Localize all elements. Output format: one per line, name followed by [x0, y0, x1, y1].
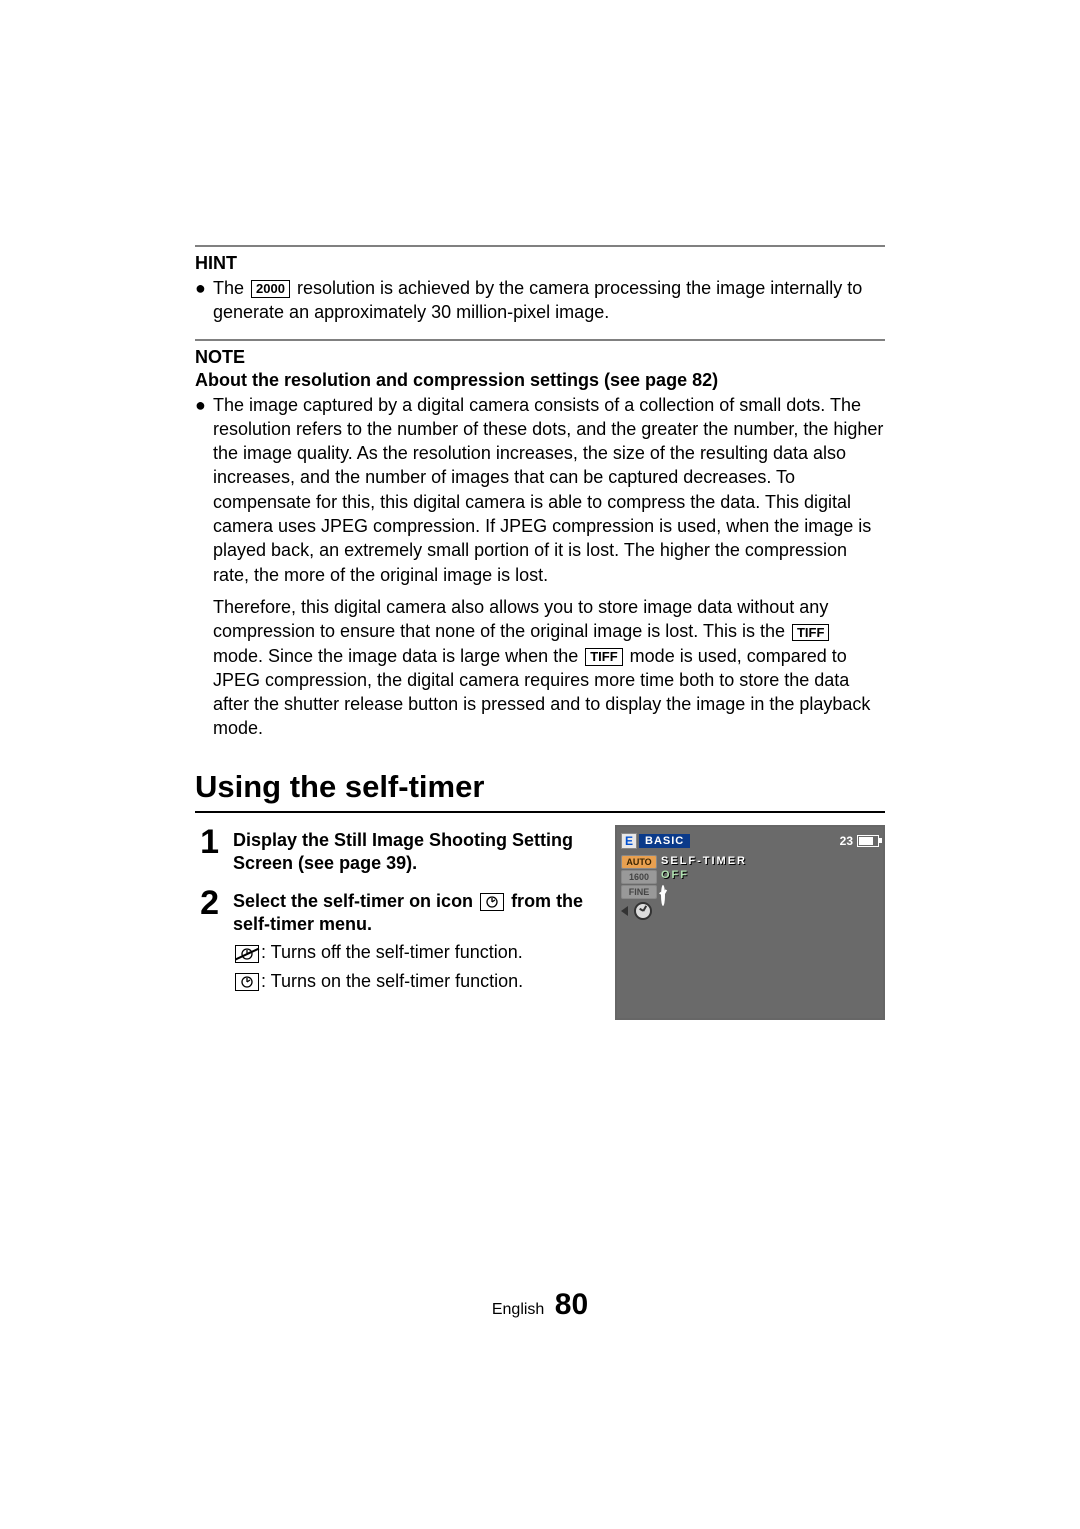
- tiff-icon: TIFF: [585, 648, 622, 666]
- camera-screen: E BASIC 23 AUTO 1600 FINE: [615, 825, 885, 1020]
- timer-off-icon: [634, 902, 652, 920]
- step-2: 2 Select the self-timer on icon from the…: [195, 886, 587, 993]
- step-2-off: : Turns off the self-timer function.: [233, 940, 587, 964]
- timer-on-icon: [661, 885, 665, 906]
- section-heading: Using the self-timer: [195, 769, 885, 805]
- screen-top-left: E BASIC: [621, 833, 690, 849]
- self-timer-on-icon: [480, 893, 504, 911]
- battery-icon: [857, 835, 879, 847]
- self-timer-on-icon: [235, 973, 259, 991]
- tiff-icon: TIFF: [792, 624, 829, 642]
- page-footer: English 80: [195, 1288, 885, 1322]
- resolution-2000-icon: 2000: [251, 280, 290, 298]
- screen-auto-chip: AUTO: [621, 855, 657, 869]
- top-rule: [195, 245, 885, 247]
- screen-self-timer-row: [621, 902, 657, 920]
- screen-fine-chip: FINE: [621, 885, 657, 899]
- screen-count: 23: [840, 834, 853, 848]
- camera-screen-column: E BASIC 23 AUTO 1600 FINE: [615, 825, 885, 1020]
- left-arrow-icon: [621, 906, 628, 916]
- step-2-bold: Select the self-timer on icon from the s…: [233, 890, 587, 937]
- step-1: 1 Display the Still Image Shooting Setti…: [195, 825, 587, 876]
- screen-right-col: SELF-TIMER OFF: [661, 855, 747, 920]
- footer-page-number: 80: [555, 1288, 588, 1321]
- screen-self-timer-label: SELF-TIMER: [661, 855, 747, 867]
- heading-rule: [195, 811, 885, 813]
- step-number: 2: [195, 886, 219, 920]
- mid-rule: [195, 339, 885, 341]
- screen-left-col: AUTO 1600 FINE: [621, 855, 657, 920]
- hint-section: HINT ● The 2000 resolution is achieved b…: [195, 253, 885, 325]
- bullet-icon: ●: [195, 276, 213, 300]
- bullet-icon: ●: [195, 393, 213, 417]
- screen-topbar: E BASIC 23: [621, 831, 879, 851]
- note-title: NOTE: [195, 347, 885, 368]
- screen-top-right: 23: [840, 834, 879, 848]
- footer-lang: English: [492, 1301, 544, 1318]
- step-2-on: : Turns on the self-timer function.: [233, 969, 587, 993]
- step-1-text: Display the Still Image Shooting Setting…: [233, 825, 587, 876]
- hint-text: The 2000 resolution is achieved by the c…: [213, 276, 885, 325]
- self-timer-off-icon: [235, 945, 259, 963]
- screen-body: AUTO 1600 FINE SELF-TIMER OFF: [621, 855, 879, 920]
- screen-1600-chip: 1600: [621, 870, 657, 884]
- note-bullet-row: ● The image captured by a digital camera…: [195, 393, 885, 587]
- note-subtitle: About the resolution and compression set…: [195, 370, 885, 391]
- note-section: NOTE About the resolution and compressio…: [195, 347, 885, 741]
- note-para1: The image captured by a digital camera c…: [213, 393, 885, 587]
- step-number: 1: [195, 825, 219, 859]
- hint-bullet-row: ● The 2000 resolution is achieved by the…: [195, 276, 885, 325]
- step-2-text: Select the self-timer on icon from the s…: [233, 886, 587, 993]
- screen-basic-badge: BASIC: [639, 834, 690, 848]
- screen-e-badge: E: [621, 833, 637, 849]
- screen-off-label: OFF: [661, 869, 747, 881]
- steps-area: 1 Display the Still Image Shooting Setti…: [195, 825, 885, 1020]
- steps-column: 1 Display the Still Image Shooting Setti…: [195, 825, 587, 1003]
- step-1-bold: Display the Still Image Shooting Setting…: [233, 829, 587, 876]
- hint-title: HINT: [195, 253, 885, 274]
- note-para2: Therefore, this digital camera also allo…: [213, 595, 885, 741]
